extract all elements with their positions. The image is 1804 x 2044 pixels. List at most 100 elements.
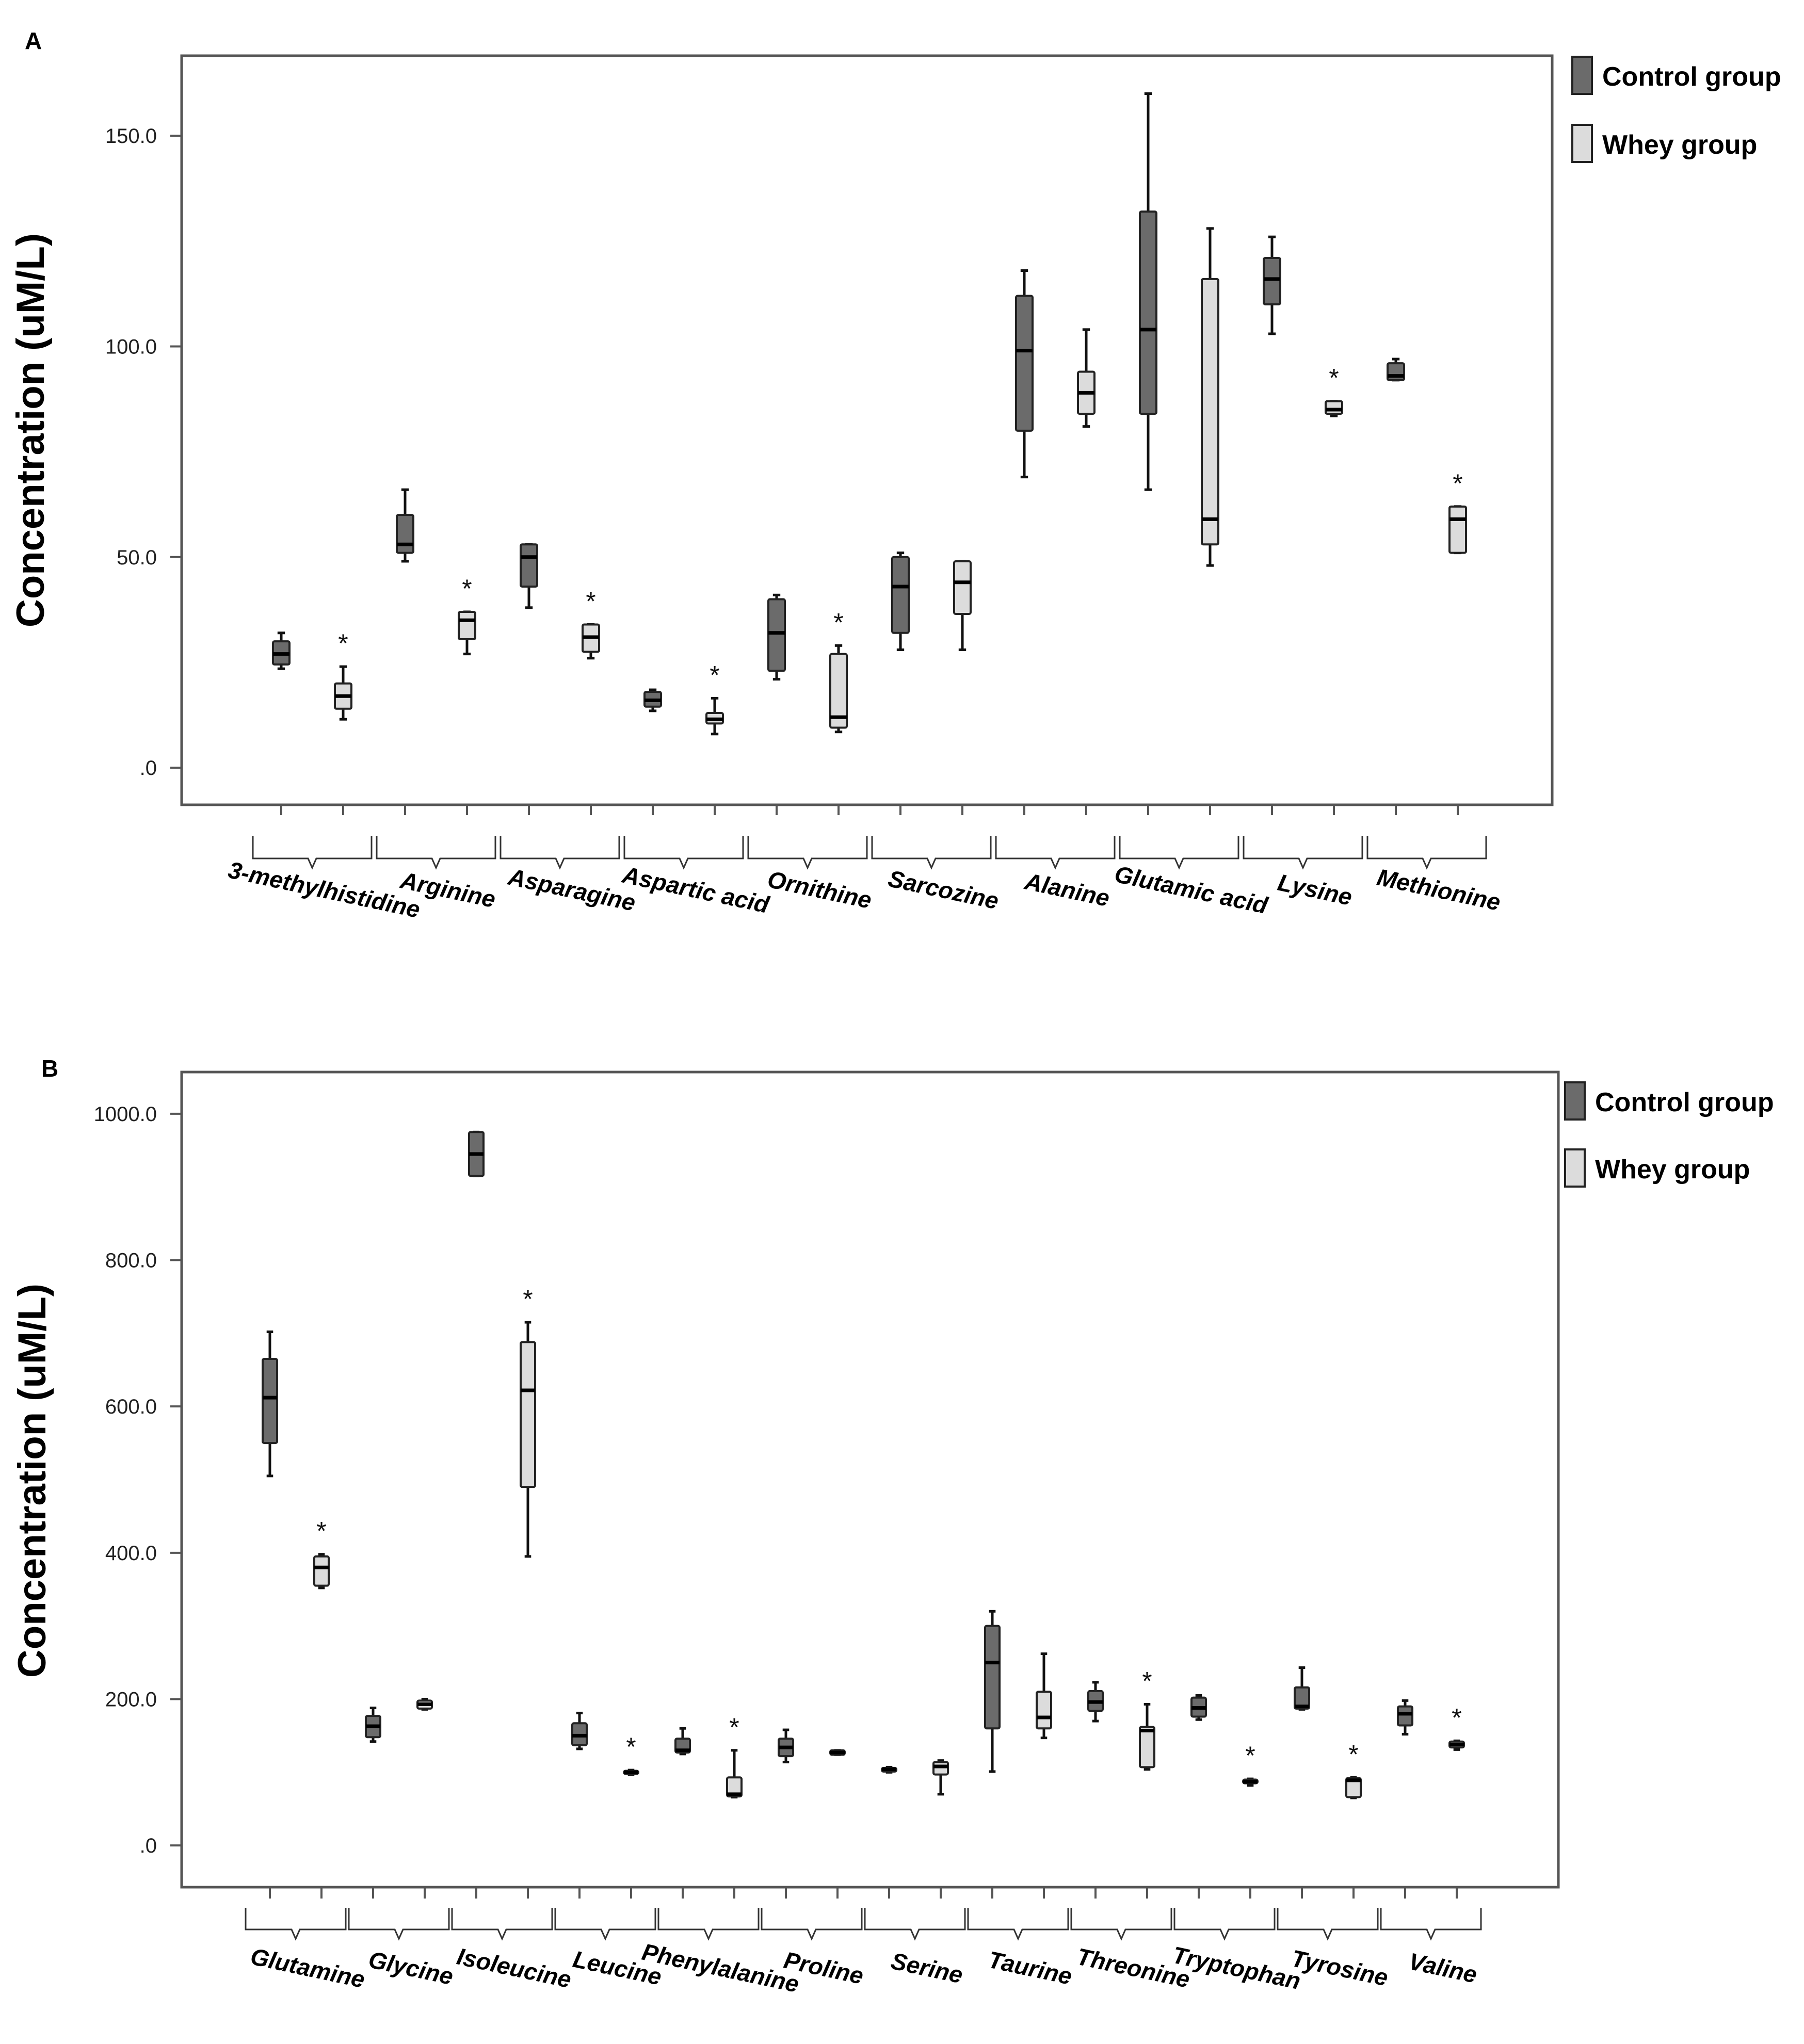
box-control [674, 1727, 691, 1756]
category-brace [657, 1908, 760, 1941]
category-label: Aspartic acid [620, 861, 772, 918]
legend-label-whey: Whey group [1595, 1155, 1750, 1185]
box-control [272, 631, 291, 670]
box-whey: * [520, 1285, 536, 1558]
panel-b: B .0 200.0 400.0 600.0 800.0 1000.0 Concentrati… [10, 1055, 1774, 1998]
category-brace [1380, 1908, 1482, 1941]
box-iqr [829, 653, 848, 729]
y-tick-label: 400.0 [105, 1542, 157, 1565]
box-iqr [1397, 1705, 1413, 1727]
box-control [984, 1610, 1001, 1773]
category-label: Valine [1406, 1948, 1479, 1988]
box-whey: * [582, 587, 600, 660]
category-label: Serine [889, 1947, 965, 1988]
panel-a: A .0 50.0 100.0 150.0 Concentration (uM/L) * 3-… [9, 27, 1781, 923]
box-control [262, 1331, 278, 1478]
y-tick-label: 150.0 [105, 125, 157, 148]
box-control [1387, 358, 1405, 382]
category-label: Methionine [1375, 864, 1503, 916]
y-tick-label: .0 [140, 1835, 157, 1857]
box-whey: * [1325, 364, 1343, 417]
box-iqr [1139, 1726, 1155, 1769]
category-label: 3-methylhistidine [226, 856, 423, 923]
y-axis-title: Concentration (uM/L) [10, 1284, 54, 1678]
plot-frame [180, 54, 1554, 806]
plot-frame [180, 1070, 1560, 1889]
category-brace [348, 1908, 450, 1941]
category-label: Glutamic acid [1112, 861, 1270, 919]
significance-star: * [586, 587, 595, 615]
box-iqr [726, 1776, 743, 1798]
category-brace [252, 836, 373, 870]
legend-swatch-control [1564, 1081, 1586, 1121]
y-tick-label: 600.0 [105, 1396, 157, 1418]
significance-star: * [316, 1517, 326, 1546]
legend: Control group Whey group [1564, 1081, 1774, 1188]
category-brace [245, 1908, 347, 1941]
box-iqr [1036, 1691, 1052, 1730]
y-axis-title: Concentration (uM/L) [9, 233, 53, 627]
box-whey: * [1448, 469, 1467, 555]
significance-star: * [1245, 1741, 1255, 1770]
category-label: Lysine [1276, 869, 1355, 911]
box-whey: * [458, 574, 476, 656]
panel-label: A [25, 27, 42, 54]
box-control [1015, 269, 1034, 479]
box-control [891, 551, 910, 651]
box-control [881, 1765, 897, 1774]
category-brace [376, 836, 496, 870]
legend-swatch-whey [1571, 124, 1593, 163]
category-label: Asparagine [505, 863, 638, 916]
box-control [396, 488, 414, 563]
box-whey [1036, 1652, 1052, 1740]
box-iqr [891, 556, 910, 634]
y-tick-label: 200.0 [105, 1688, 157, 1711]
box-control [365, 1707, 381, 1743]
category-brace [451, 1908, 553, 1941]
box-control [1087, 1681, 1104, 1723]
box-iqr [396, 514, 414, 554]
box-iqr [1325, 400, 1343, 415]
legend-swatch-control [1571, 56, 1593, 95]
legend-label-control: Control group [1595, 1088, 1774, 1117]
box-iqr [1345, 1777, 1362, 1798]
box-control [571, 1711, 588, 1750]
category-brace [1070, 1908, 1172, 1941]
box-iqr [1263, 256, 1281, 305]
category-brace [1277, 1908, 1379, 1941]
category-brace [864, 1908, 966, 1941]
significance-star: * [523, 1285, 533, 1313]
box-whey: * [1448, 1703, 1465, 1751]
significance-star: * [833, 608, 843, 637]
category-label: Sarcozine [886, 865, 1001, 914]
box-iqr [1448, 505, 1467, 554]
box-iqr [520, 543, 538, 588]
box-control [1294, 1666, 1310, 1711]
box-whey: * [726, 1713, 743, 1799]
category-brace [995, 836, 1116, 870]
significance-star: * [710, 660, 719, 689]
box-iqr [1015, 295, 1034, 432]
significance-star: * [626, 1732, 636, 1761]
significance-star: * [729, 1713, 739, 1742]
significance-star: * [1329, 364, 1339, 393]
box-iqr [767, 598, 786, 672]
category-label: Glutamine [248, 1943, 367, 1993]
box-whey [1201, 227, 1219, 567]
box-whey [953, 560, 972, 651]
y-tick-label: .0 [140, 757, 157, 780]
box-whey: * [1242, 1741, 1259, 1787]
box-control [468, 1130, 485, 1177]
box-whey [932, 1759, 949, 1796]
box-control [1139, 92, 1157, 491]
box-control [520, 543, 538, 609]
box-control [778, 1728, 794, 1763]
category-brace [623, 836, 744, 870]
panel-label: B [41, 1055, 58, 1082]
box-whey: * [1345, 1740, 1362, 1799]
significance-star: * [462, 574, 472, 603]
box-iqr [313, 1555, 330, 1587]
category-label: Phenylalanine [640, 1938, 801, 1998]
box-whey [829, 1749, 846, 1756]
